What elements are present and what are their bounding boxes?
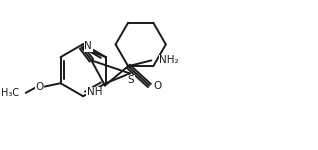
Text: H₃C: H₃C — [1, 88, 19, 98]
Text: O: O — [35, 82, 44, 92]
Text: NH: NH — [86, 87, 102, 98]
Text: NH₂: NH₂ — [159, 55, 179, 65]
Text: O: O — [153, 81, 162, 90]
Text: S: S — [128, 75, 134, 85]
Text: N: N — [85, 41, 92, 51]
